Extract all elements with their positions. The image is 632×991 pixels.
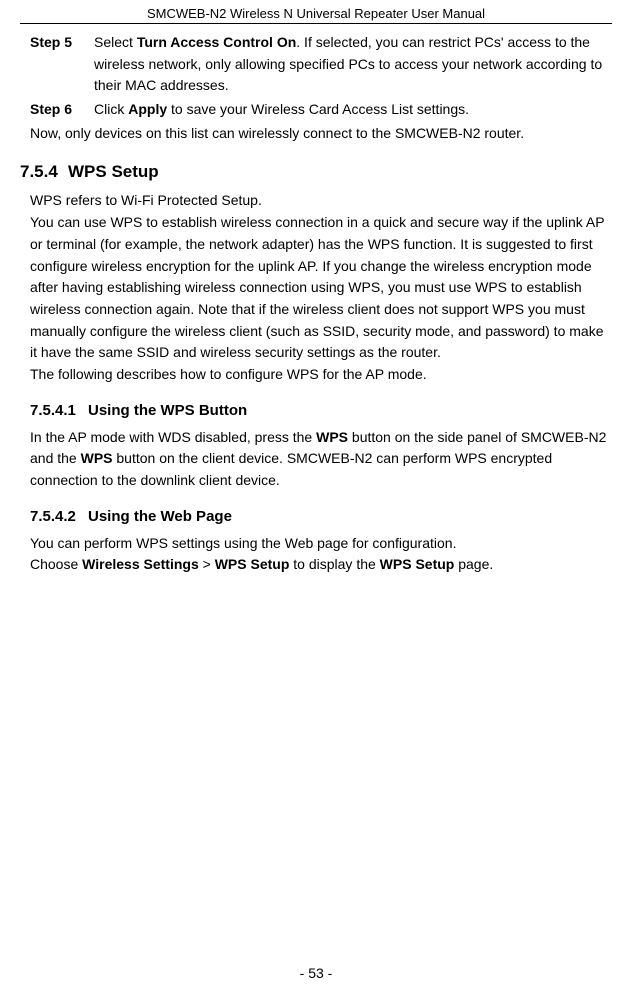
heading-7-5-4-1-num: 7.5.4.1 <box>30 402 88 419</box>
document-title: SMCWEB-N2 Wireless N Universal Repeater … <box>20 6 612 21</box>
webpage-paragraph-2: Choose Wireless Settings > WPS Setup to … <box>30 554 612 576</box>
page: SMCWEB-N2 Wireless N Universal Repeater … <box>0 0 632 991</box>
wps-paragraph-3: The following describes how to configure… <box>30 364 612 386</box>
step-6-body: Click Apply to save your Wireless Card A… <box>94 99 612 121</box>
step-5-bold: Turn Access Control On <box>137 34 296 50</box>
step-6-text-suffix: to save your Wireless Card Access List s… <box>167 101 469 117</box>
wps-paragraph-2: You can use WPS to establish wireless co… <box>30 212 612 364</box>
step-6-bold: Apply <box>128 101 167 117</box>
wps-button-p-bold1: WPS <box>316 429 348 445</box>
step-6-text-prefix: Click <box>94 101 128 117</box>
heading-7-5-4-1: 7.5.4.1Using the WPS Button <box>30 402 612 419</box>
header-divider <box>20 23 612 24</box>
step-6-label: Step 6 <box>30 99 94 121</box>
heading-7-5-4-2-title: Using the Web Page <box>88 508 232 525</box>
heading-7-5-4-title: WPS Setup <box>68 162 159 181</box>
webpage-paragraph-1: You can perform WPS settings using the W… <box>30 533 612 555</box>
step-5-label: Step 5 <box>30 32 94 97</box>
wps-button-p-prefix: In the AP mode with WDS disabled, press … <box>30 429 316 445</box>
wps-button-p-bold2: WPS <box>81 450 113 466</box>
wps-button-paragraph: In the AP mode with WDS disabled, press … <box>30 427 612 492</box>
webpage-p2-suffix: page. <box>454 556 493 572</box>
heading-7-5-4-2-num: 7.5.4.2 <box>30 508 88 525</box>
webpage-p2-prefix: Choose <box>30 556 82 572</box>
webpage-p2-mid2: to display the <box>289 556 379 572</box>
heading-7-5-4-num: 7.5.4 <box>20 162 68 182</box>
wps-paragraph-1: WPS refers to Wi-Fi Protected Setup. <box>30 190 612 212</box>
heading-7-5-4-1-title: Using the WPS Button <box>88 402 247 419</box>
page-number: - 53 - <box>0 965 632 981</box>
webpage-p2-bold1: Wireless Settings <box>82 556 199 572</box>
heading-7-5-4: 7.5.4WPS Setup <box>20 162 612 182</box>
step-5-body: Select Turn Access Control On. If select… <box>94 32 612 97</box>
step-5-row: Step 5 Select Turn Access Control On. If… <box>30 32 612 97</box>
webpage-p2-mid1: > <box>199 556 215 572</box>
webpage-p2-bold2: WPS Setup <box>215 556 290 572</box>
webpage-p2-bold3: WPS Setup <box>380 556 455 572</box>
heading-7-5-4-2: 7.5.4.2Using the Web Page <box>30 508 612 525</box>
step-6-row: Step 6 Click Apply to save your Wireless… <box>30 99 612 121</box>
step-5-text-prefix: Select <box>94 34 137 50</box>
after-steps-text: Now, only devices on this list can wirel… <box>30 123 612 145</box>
